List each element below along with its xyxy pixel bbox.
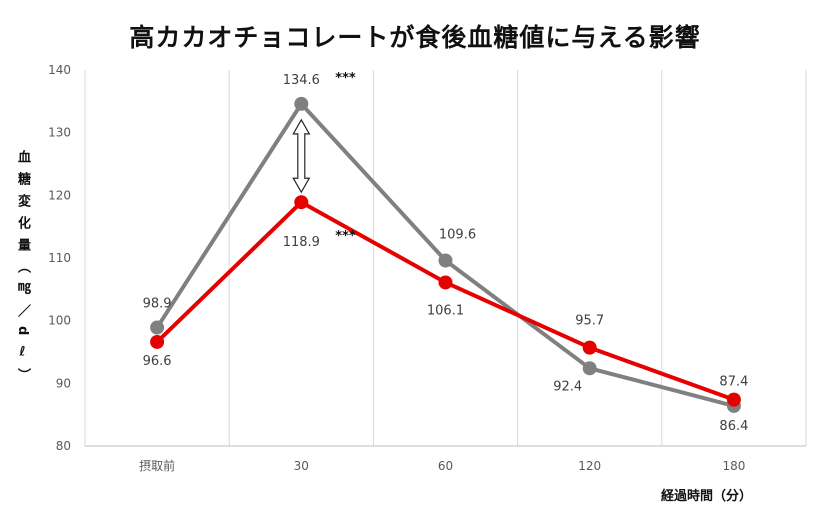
data-label: 95.7 <box>575 314 604 329</box>
difference-arrow <box>292 118 311 194</box>
data-label: 106.1 <box>427 303 464 318</box>
data-label: 134.6 <box>283 73 320 88</box>
data-label: 109.6 <box>439 228 476 243</box>
y-tick-label: 100 <box>48 314 71 328</box>
data-point-1 <box>726 392 741 407</box>
x-tick-label: 180 <box>722 459 745 473</box>
data-point-0 <box>582 361 597 376</box>
significance-mark: *** <box>335 229 356 244</box>
y-tick-label: 140 <box>48 63 71 77</box>
x-tick-label: 摂取前 <box>139 458 175 473</box>
significance-mark: *** <box>335 71 356 86</box>
y-tick-label: 120 <box>48 188 71 202</box>
data-point-0 <box>294 96 309 111</box>
data-point-0 <box>150 320 165 335</box>
x-tick-label: 120 <box>578 459 601 473</box>
data-label: 92.4 <box>553 379 582 394</box>
y-tick-label: 130 <box>48 126 71 140</box>
x-axis-label: 経過時間（分） <box>660 489 752 504</box>
data-point-1 <box>438 275 453 290</box>
y-tick-label: 80 <box>56 439 71 453</box>
data-label: 86.4 <box>719 419 748 434</box>
y-tick-label: 90 <box>56 376 71 390</box>
chart-title: 高カカオチョコレートが食後血糖値に与える影響 <box>129 23 701 52</box>
data-point-0 <box>438 253 453 268</box>
data-point-1 <box>294 195 309 210</box>
data-label: 98.9 <box>143 297 172 312</box>
x-tick-label: 60 <box>438 459 453 473</box>
data-point-1 <box>582 340 597 355</box>
data-label: 118.9 <box>283 235 320 250</box>
data-label: 96.6 <box>143 354 172 369</box>
data-label: 87.4 <box>719 375 748 390</box>
y-axis-label: 血糖変化量（㎎／dℓ） <box>15 150 30 391</box>
x-tick-label: 30 <box>294 459 309 473</box>
data-point-1 <box>150 334 165 349</box>
y-tick-label: 110 <box>48 251 71 265</box>
